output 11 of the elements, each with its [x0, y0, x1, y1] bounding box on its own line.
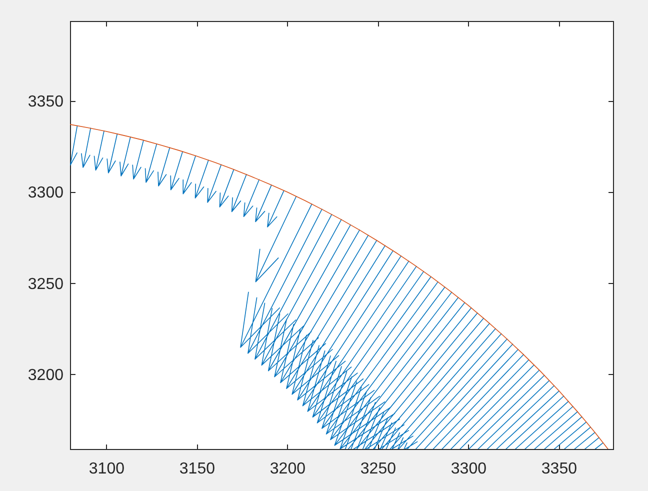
y-tick-label: 3250 — [28, 276, 64, 293]
y-tick-label: 3350 — [28, 94, 64, 111]
x-tick-label: 3150 — [179, 460, 216, 478]
y-tick-label: 3200 — [28, 366, 64, 384]
y-tick-label: 3300 — [28, 184, 64, 202]
x-tick-label: 3100 — [88, 460, 125, 478]
x-tick-label: 3250 — [360, 460, 396, 478]
line-series — [70, 124, 608, 449]
x-tick-label: 3300 — [450, 460, 487, 478]
x-tick-label: 3200 — [270, 460, 306, 478]
x-tick-label: 3350 — [541, 460, 578, 478]
